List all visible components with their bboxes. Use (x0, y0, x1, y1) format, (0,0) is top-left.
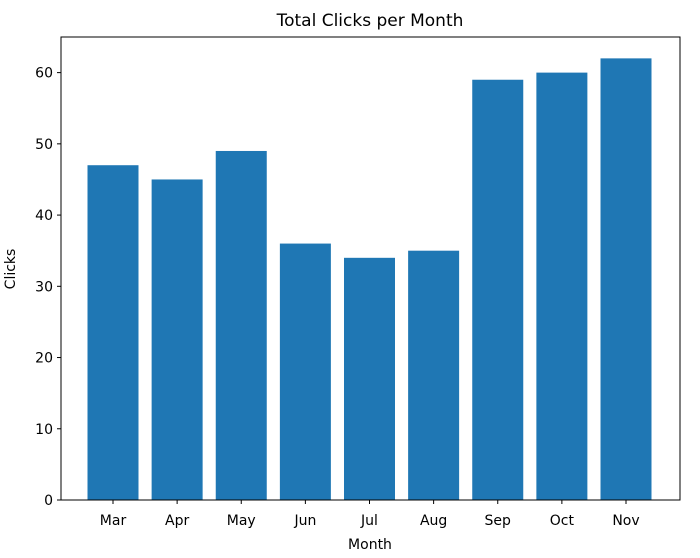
y-tick-label: 60 (35, 66, 53, 82)
x-axis-label: Month (348, 537, 392, 553)
x-tick-label: Mar (100, 513, 127, 529)
y-axis-ticks: 0 10 20 30 40 50 60 (35, 66, 61, 509)
x-tick-label: Nov (612, 513, 639, 529)
y-axis-label: Clicks (3, 249, 19, 290)
bar-nov (600, 58, 652, 500)
y-tick-label: 0 (44, 493, 53, 509)
bar-mar (87, 165, 139, 500)
x-tick-label: Jun (293, 513, 316, 529)
bar-oct (536, 72, 588, 500)
bar-sep (472, 79, 524, 500)
bar-jul (344, 257, 395, 500)
y-tick-label: 10 (35, 422, 53, 438)
x-axis-ticks: Mar Apr May Jun Jul Aug Sep Oct Nov (100, 500, 640, 529)
bar-aug (408, 250, 460, 500)
y-tick-label: 50 (35, 137, 53, 153)
y-tick-label: 40 (35, 208, 53, 224)
x-tick-label: Oct (550, 513, 575, 529)
bars-group (87, 58, 652, 501)
y-tick-label: 30 (35, 279, 53, 295)
bar-apr (151, 179, 203, 500)
plot-frame (60, 36, 681, 501)
y-tick-label: 20 (35, 351, 53, 367)
bar-jun (279, 243, 331, 501)
x-tick-label: May (227, 513, 256, 529)
x-tick-label: Aug (420, 513, 447, 529)
x-tick-label: Jul (360, 513, 378, 529)
x-tick-label: Apr (165, 513, 189, 529)
chart-title: Total Clicks per Month (276, 11, 464, 31)
bar-may (215, 150, 267, 500)
x-tick-label: Sep (485, 513, 512, 529)
